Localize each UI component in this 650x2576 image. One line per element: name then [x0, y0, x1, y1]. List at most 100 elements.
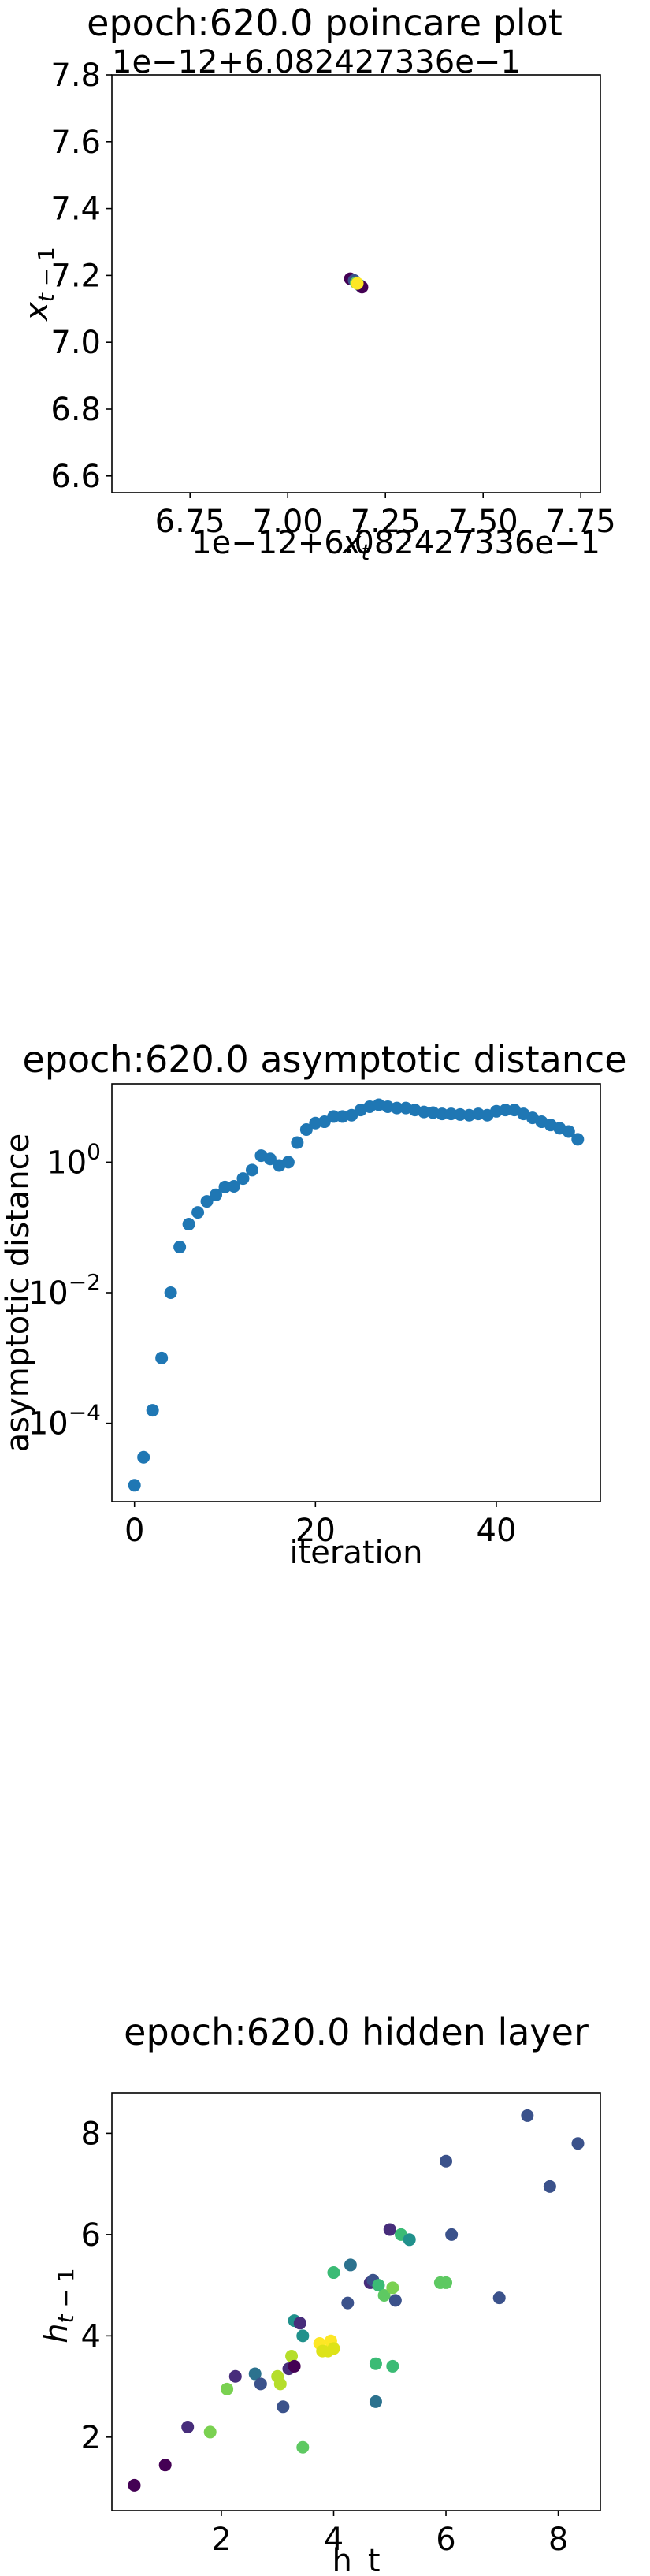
poincare-point: [351, 277, 364, 290]
asymptotic-distance-point: [281, 1156, 295, 1169]
hidden-layer-point: [221, 2382, 234, 2395]
asymptotic-distance-point: [418, 1105, 431, 1119]
asymptotic-distance-points: [128, 1098, 585, 1492]
hidden-layer-point: [293, 2317, 306, 2330]
poincare-x-ticks: 6.75 7.00 7.25 7.50 7.75: [155, 493, 616, 540]
hidden-layer-y-tick-label: 2: [81, 2420, 101, 2456]
hidden-layer-point: [377, 2288, 391, 2302]
poincare-x-tick-label: 7.75: [546, 504, 616, 540]
asymptotic-distance-frame: [111, 1083, 601, 1502]
hidden-layer-point: [543, 2180, 556, 2193]
asymptotic-distance-x-ticks: 0 20 40: [124, 1502, 516, 1549]
asymptotic-distance-point: [444, 1107, 458, 1121]
asymptotic-distance-point: [571, 1133, 585, 1146]
hidden-layer-point: [296, 2440, 310, 2454]
hidden-layer-point: [383, 2223, 396, 2236]
hidden-layer-point: [369, 2395, 382, 2408]
poincare-y-tick-label: 7.6: [50, 125, 101, 161]
hidden-layer-point: [445, 2228, 459, 2241]
hidden-layer-point: [273, 2377, 287, 2391]
asymptotic-distance-point: [291, 1136, 304, 1149]
hidden-layer-point: [128, 2478, 141, 2492]
asymptotic-distance-x-axis-label: iteration: [290, 1535, 423, 1571]
hidden-layer-point: [203, 2425, 217, 2439]
hidden-layer-y-tick-label: 4: [81, 2318, 101, 2355]
poincare-x-tick-label: 7.50: [448, 504, 518, 540]
asymptotic-distance-point: [137, 1450, 150, 1464]
hidden-layer-points: [128, 2109, 585, 2492]
hidden-layer-point: [327, 2266, 340, 2280]
hidden-layer-x-tick-label: 6: [436, 2522, 455, 2558]
asymptotic-distance-point: [454, 1107, 467, 1121]
poincare-y-tick-label: 7.2: [50, 258, 101, 294]
hidden-layer-panel: epoch:620.0 hidden layer 2 4 6 8 2 4 6 8 h_t h…: [39, 2011, 601, 2576]
poincare-y-tick-label: 7.0: [50, 325, 101, 361]
poincare-y-ticks: 6.6 6.8 7.0 7.2 7.4 7.6 7.8: [50, 58, 112, 495]
hidden-layer-point: [521, 2109, 534, 2122]
asymptotic-distance-point: [499, 1104, 512, 1117]
asymptotic-distance-point: [562, 1125, 575, 1138]
poincare-plot-title: epoch:620.0 poincare plot: [87, 2, 563, 44]
hidden-layer-y-tick-label: 6: [81, 2217, 101, 2254]
asymptotic-distance-y-ticks: 10−4 10−2 100: [28, 1138, 112, 1442]
asymptotic-distance-panel: epoch:620.0 asymptotic distance 0 20 40 10…: [0, 1038, 627, 1571]
asymptotic-distance-point: [164, 1286, 177, 1299]
asymptotic-distance-point: [128, 1479, 141, 1492]
hidden-layer-y-ticks: 2 4 6 8: [81, 2116, 112, 2456]
hidden-layer-point: [285, 2350, 299, 2363]
asymptotic-distance-x-tick-label: 0: [124, 1513, 144, 1549]
hidden-layer-point: [571, 2137, 585, 2150]
poincare-y-tick-label: 6.8: [50, 392, 101, 428]
hidden-layer-point: [344, 2258, 357, 2272]
poincare-plot-frame: [111, 74, 601, 493]
poincare-x-axis-label: xt: [341, 525, 371, 565]
asymptotic-distance-point: [299, 1122, 313, 1136]
poincare-x-offset-label: 1e−12+6.082427336e−1: [191, 525, 600, 561]
asymptotic-distance-y-axis-label: asymptotic distance: [0, 1134, 36, 1453]
hidden-layer-point: [372, 2279, 385, 2292]
asymptotic-distance-point: [173, 1241, 187, 1254]
asymptotic-distance-title: epoch:620.0 asymptotic distance: [22, 1038, 626, 1081]
hidden-layer-point: [277, 2400, 290, 2414]
hidden-layer-point: [327, 2342, 340, 2355]
poincare-plot-panel: epoch:620.0 poincare plot 1e−12+6.082427…: [19, 2, 616, 565]
asymptotic-distance-x-tick-label: 20: [295, 1513, 336, 1549]
asymptotic-distance-y-tick-label: 10−4: [28, 1400, 101, 1442]
hidden-layer-title: epoch:620.0 hidden layer: [124, 2011, 589, 2053]
hidden-layer-x-ticks: 2 4 6 8: [211, 2511, 568, 2558]
hidden-layer-point: [248, 2367, 262, 2381]
asymptotic-distance-y-tick-label: 10−2: [28, 1269, 101, 1312]
asymptotic-distance-point: [218, 1180, 232, 1193]
hidden-layer-point: [386, 2359, 399, 2373]
asymptotic-distance-point: [182, 1218, 195, 1231]
hidden-layer-point: [254, 2377, 267, 2391]
hidden-layer-y-axis-label: ht − 1: [39, 2268, 79, 2343]
asymptotic-distance-point: [155, 1351, 169, 1364]
hidden-layer-x-tick-label: 8: [548, 2522, 568, 2558]
hidden-layer-point: [369, 2357, 382, 2370]
asymptotic-distance-point: [191, 1206, 205, 1219]
hidden-layer-point: [388, 2294, 402, 2307]
asymptotic-distance-point: [327, 1110, 340, 1123]
poincare-y-tick-label: 7.8: [50, 58, 101, 94]
asymptotic-distance-point: [236, 1172, 250, 1186]
hidden-layer-frame: [111, 2092, 601, 2511]
asymptotic-distance-y-tick-label: 100: [46, 1138, 101, 1181]
asymptotic-distance-x-tick-label: 40: [477, 1513, 517, 1549]
hidden-layer-point: [296, 2329, 310, 2343]
hidden-layer-x-tick-label: 4: [324, 2522, 344, 2558]
asymptotic-distance-point: [146, 1404, 159, 1417]
hidden-layer-point: [386, 2281, 399, 2295]
hidden-layer-point: [492, 2291, 506, 2305]
hidden-layer-x-axis-label: h_t: [332, 2543, 380, 2576]
asymptotic-distance-point: [263, 1152, 277, 1166]
hidden-layer-point: [228, 2369, 242, 2383]
asymptotic-distance-point: [245, 1163, 258, 1177]
asymptotic-distance-point: [390, 1101, 403, 1115]
hidden-layer-point: [158, 2459, 172, 2472]
hidden-layer-y-tick-label: 8: [81, 2116, 101, 2152]
asymptotic-distance-point: [228, 1180, 240, 1193]
poincare-x-tick-label: 6.75: [155, 504, 225, 540]
poincare-y-tick-label: 6.6: [50, 459, 101, 495]
